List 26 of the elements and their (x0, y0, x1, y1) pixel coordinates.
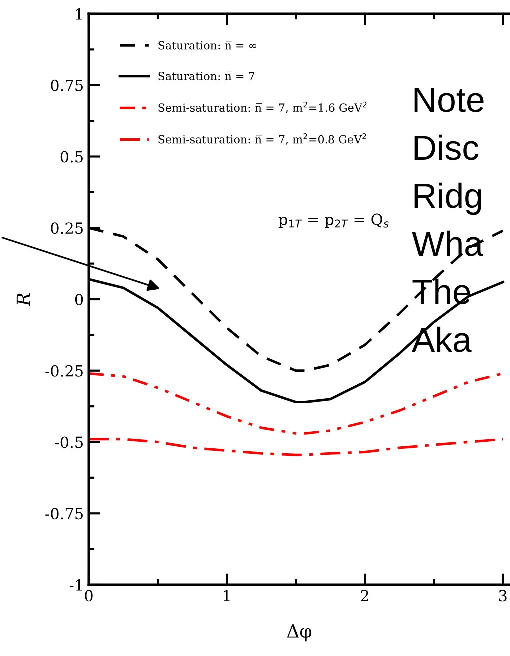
annotation: Wha (412, 230, 484, 256)
x-tick-label: 2 (361, 590, 368, 602)
legend-label: Saturation: n̅ = 7 (158, 72, 255, 80)
y-tick-label: -0.75 (46, 508, 83, 520)
y-tick-label: 1 (76, 8, 82, 20)
y-tick-label: -0.5 (55, 436, 83, 448)
legend-label: Semi-saturation: n̅ = 7, m$^{2}$=0.8 GeV$^{2}$ (158, 134, 366, 146)
annotation: Disc (414, 134, 479, 160)
y-tick-label: 0.75 (51, 80, 83, 92)
y-tick-label: 0.5 (60, 151, 83, 163)
y-tick-label: -0.25 (46, 365, 83, 377)
y-tick-label: -1 (70, 579, 82, 591)
legend-label: Saturation: n̅ = ∞ (158, 41, 256, 50)
x-tick-label: 0 (85, 590, 93, 602)
annotation: Ridg (414, 182, 482, 216)
line-series (89, 438, 504, 456)
annotation: Aka (412, 326, 472, 352)
y-tick-label: 0 (75, 294, 84, 306)
annotation: p$_{1T}$ = p$_{2T}$ = Q$_{s}$ (278, 214, 389, 228)
y-tick-label: 0.25 (51, 222, 83, 234)
y-axis-title: R (16, 293, 30, 307)
x-tick-label: 3 (499, 590, 507, 602)
legend-label: Semi-saturation: n̅ = 7, m$^{2}$=1.6 GeV$^{2}$ (158, 102, 367, 114)
x-tick-label: 1 (224, 590, 230, 602)
x-axis-title: Δφ (287, 624, 312, 642)
annotation: Note (414, 88, 484, 112)
